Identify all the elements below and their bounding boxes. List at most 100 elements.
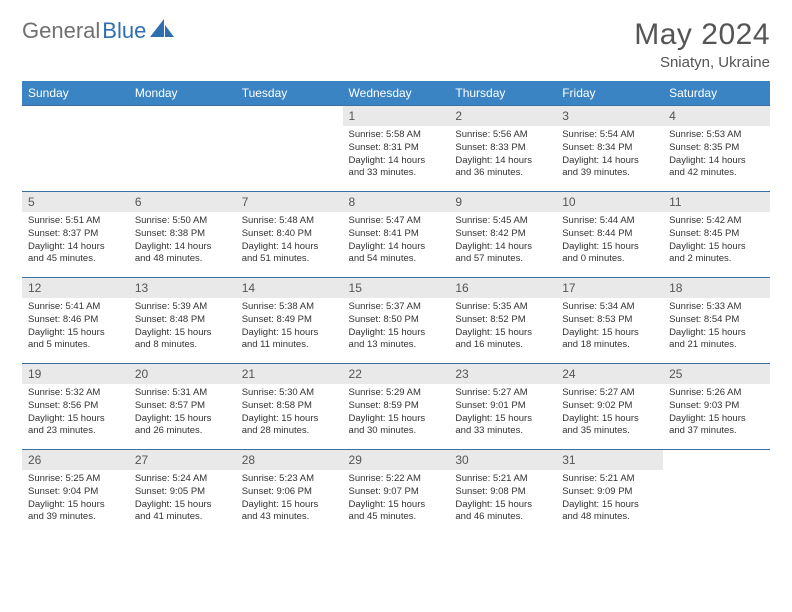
calendar-day-cell: 16Sunrise: 5:35 AMSunset: 8:52 PMDayligh…: [449, 278, 556, 364]
day-details: Sunrise: 5:45 AMSunset: 8:42 PMDaylight:…: [449, 212, 556, 270]
calendar-day-cell: 10Sunrise: 5:44 AMSunset: 8:44 PMDayligh…: [556, 192, 663, 278]
brand-word-2: Blue: [102, 18, 146, 44]
calendar-day-cell: 29Sunrise: 5:22 AMSunset: 9:07 PMDayligh…: [343, 450, 450, 536]
day-number: 8: [343, 192, 450, 212]
day-details: Sunrise: 5:56 AMSunset: 8:33 PMDaylight:…: [449, 126, 556, 184]
day-details: Sunrise: 5:30 AMSunset: 8:58 PMDaylight:…: [236, 384, 343, 442]
day-number: 2: [449, 106, 556, 126]
calendar-day-cell: 11Sunrise: 5:42 AMSunset: 8:45 PMDayligh…: [663, 192, 770, 278]
day-number: 18: [663, 278, 770, 298]
calendar-day-cell: 17Sunrise: 5:34 AMSunset: 8:53 PMDayligh…: [556, 278, 663, 364]
day-details: Sunrise: 5:21 AMSunset: 9:08 PMDaylight:…: [449, 470, 556, 528]
day-details: Sunrise: 5:42 AMSunset: 8:45 PMDaylight:…: [663, 212, 770, 270]
month-title: May 2024: [634, 18, 770, 52]
day-details: Sunrise: 5:38 AMSunset: 8:49 PMDaylight:…: [236, 298, 343, 356]
day-number: 6: [129, 192, 236, 212]
calendar-day-cell: 20Sunrise: 5:31 AMSunset: 8:57 PMDayligh…: [129, 364, 236, 450]
calendar-day-cell: 15Sunrise: 5:37 AMSunset: 8:50 PMDayligh…: [343, 278, 450, 364]
day-details: Sunrise: 5:44 AMSunset: 8:44 PMDaylight:…: [556, 212, 663, 270]
day-number: 11: [663, 192, 770, 212]
day-details: Sunrise: 5:33 AMSunset: 8:54 PMDaylight:…: [663, 298, 770, 356]
calendar-day-cell: 7Sunrise: 5:48 AMSunset: 8:40 PMDaylight…: [236, 192, 343, 278]
day-number: 19: [22, 364, 129, 384]
brand-logo: GeneralBlue: [22, 18, 176, 44]
day-details: Sunrise: 5:25 AMSunset: 9:04 PMDaylight:…: [22, 470, 129, 528]
day-number: 29: [343, 450, 450, 470]
calendar-day-cell: 31Sunrise: 5:21 AMSunset: 9:09 PMDayligh…: [556, 450, 663, 536]
calendar-week-row: 26Sunrise: 5:25 AMSunset: 9:04 PMDayligh…: [22, 450, 770, 536]
calendar-day-cell: 9Sunrise: 5:45 AMSunset: 8:42 PMDaylight…: [449, 192, 556, 278]
day-details: Sunrise: 5:58 AMSunset: 8:31 PMDaylight:…: [343, 126, 450, 184]
calendar-day-cell: 1Sunrise: 5:58 AMSunset: 8:31 PMDaylight…: [343, 106, 450, 192]
day-number: 24: [556, 364, 663, 384]
location-label: Sniatyn, Ukraine: [634, 54, 770, 71]
calendar-day-cell: 2Sunrise: 5:56 AMSunset: 8:33 PMDaylight…: [449, 106, 556, 192]
calendar-day-cell: 28Sunrise: 5:23 AMSunset: 9:06 PMDayligh…: [236, 450, 343, 536]
day-details: Sunrise: 5:29 AMSunset: 8:59 PMDaylight:…: [343, 384, 450, 442]
calendar-day-cell: 25Sunrise: 5:26 AMSunset: 9:03 PMDayligh…: [663, 364, 770, 450]
calendar-day-cell: 8Sunrise: 5:47 AMSunset: 8:41 PMDaylight…: [343, 192, 450, 278]
day-number: 22: [343, 364, 450, 384]
day-details: Sunrise: 5:47 AMSunset: 8:41 PMDaylight:…: [343, 212, 450, 270]
day-details: Sunrise: 5:48 AMSunset: 8:40 PMDaylight:…: [236, 212, 343, 270]
weekday-header: Sunday: [22, 81, 129, 106]
calendar-day-cell: 12Sunrise: 5:41 AMSunset: 8:46 PMDayligh…: [22, 278, 129, 364]
day-details: Sunrise: 5:54 AMSunset: 8:34 PMDaylight:…: [556, 126, 663, 184]
day-number: 28: [236, 450, 343, 470]
calendar-day-cell: 5Sunrise: 5:51 AMSunset: 8:37 PMDaylight…: [22, 192, 129, 278]
day-number: 23: [449, 364, 556, 384]
day-number: 5: [22, 192, 129, 212]
calendar-week-row: 5Sunrise: 5:51 AMSunset: 8:37 PMDaylight…: [22, 192, 770, 278]
day-number: 10: [556, 192, 663, 212]
calendar-day-cell: 26Sunrise: 5:25 AMSunset: 9:04 PMDayligh…: [22, 450, 129, 536]
calendar-day-cell: 27Sunrise: 5:24 AMSunset: 9:05 PMDayligh…: [129, 450, 236, 536]
calendar-day-cell: 18Sunrise: 5:33 AMSunset: 8:54 PMDayligh…: [663, 278, 770, 364]
title-block: May 2024 Sniatyn, Ukraine: [634, 18, 770, 71]
day-number: 30: [449, 450, 556, 470]
day-number: 25: [663, 364, 770, 384]
day-number: 15: [343, 278, 450, 298]
day-number: 21: [236, 364, 343, 384]
day-number: 13: [129, 278, 236, 298]
calendar-week-row: 12Sunrise: 5:41 AMSunset: 8:46 PMDayligh…: [22, 278, 770, 364]
day-details: Sunrise: 5:39 AMSunset: 8:48 PMDaylight:…: [129, 298, 236, 356]
day-number: 20: [129, 364, 236, 384]
brand-word-1: General: [22, 18, 100, 44]
day-number: 27: [129, 450, 236, 470]
day-details: Sunrise: 5:34 AMSunset: 8:53 PMDaylight:…: [556, 298, 663, 356]
weekday-header: Tuesday: [236, 81, 343, 106]
weekday-header: Friday: [556, 81, 663, 106]
day-details: Sunrise: 5:50 AMSunset: 8:38 PMDaylight:…: [129, 212, 236, 270]
day-number: 16: [449, 278, 556, 298]
day-number: 1: [343, 106, 450, 126]
day-details: Sunrise: 5:27 AMSunset: 9:02 PMDaylight:…: [556, 384, 663, 442]
day-number: 12: [22, 278, 129, 298]
calendar-day-cell: 14Sunrise: 5:38 AMSunset: 8:49 PMDayligh…: [236, 278, 343, 364]
calendar-day-cell: 22Sunrise: 5:29 AMSunset: 8:59 PMDayligh…: [343, 364, 450, 450]
calendar-day-cell: .: [663, 450, 770, 536]
calendar-day-cell: .: [129, 106, 236, 192]
day-details: Sunrise: 5:53 AMSunset: 8:35 PMDaylight:…: [663, 126, 770, 184]
day-number: 26: [22, 450, 129, 470]
day-details: Sunrise: 5:31 AMSunset: 8:57 PMDaylight:…: [129, 384, 236, 442]
day-details: Sunrise: 5:37 AMSunset: 8:50 PMDaylight:…: [343, 298, 450, 356]
day-details: Sunrise: 5:24 AMSunset: 9:05 PMDaylight:…: [129, 470, 236, 528]
day-number: 14: [236, 278, 343, 298]
day-details: Sunrise: 5:35 AMSunset: 8:52 PMDaylight:…: [449, 298, 556, 356]
weekday-header: Saturday: [663, 81, 770, 106]
calendar-week-row: 19Sunrise: 5:32 AMSunset: 8:56 PMDayligh…: [22, 364, 770, 450]
calendar-day-cell: 24Sunrise: 5:27 AMSunset: 9:02 PMDayligh…: [556, 364, 663, 450]
weekday-header: Thursday: [449, 81, 556, 106]
day-details: Sunrise: 5:23 AMSunset: 9:06 PMDaylight:…: [236, 470, 343, 528]
calendar-body: . . . 1Sunrise: 5:58 AMSunset: 8:31 PMDa…: [22, 106, 770, 536]
brand-sail-icon: [150, 19, 176, 39]
calendar-day-cell: 23Sunrise: 5:27 AMSunset: 9:01 PMDayligh…: [449, 364, 556, 450]
day-details: Sunrise: 5:26 AMSunset: 9:03 PMDaylight:…: [663, 384, 770, 442]
day-number: 7: [236, 192, 343, 212]
day-details: Sunrise: 5:27 AMSunset: 9:01 PMDaylight:…: [449, 384, 556, 442]
calendar-day-cell: 6Sunrise: 5:50 AMSunset: 8:38 PMDaylight…: [129, 192, 236, 278]
day-number: 4: [663, 106, 770, 126]
weekday-header: Monday: [129, 81, 236, 106]
weekday-header: Wednesday: [343, 81, 450, 106]
day-details: Sunrise: 5:22 AMSunset: 9:07 PMDaylight:…: [343, 470, 450, 528]
